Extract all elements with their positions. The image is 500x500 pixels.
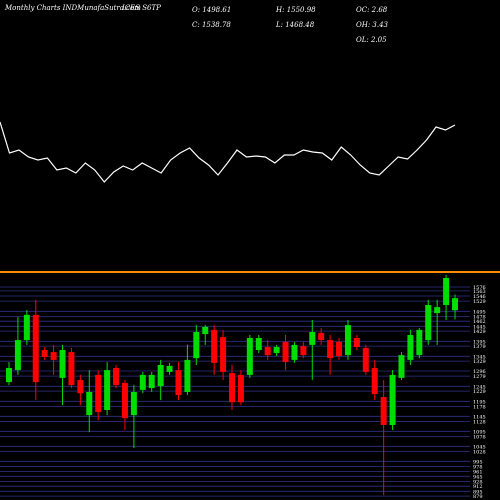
candle-body xyxy=(371,368,378,395)
candle-body xyxy=(237,374,244,403)
y-tick-label: 1563 xyxy=(473,289,486,295)
candle-body xyxy=(193,332,200,359)
y-tick-label: 1245 xyxy=(473,384,486,390)
candle-body xyxy=(344,325,351,356)
candle-body xyxy=(309,332,316,345)
y-tick-label: 1028 xyxy=(473,449,486,455)
y-tick-label: 928 xyxy=(473,479,483,485)
y-tick-label: 1145 xyxy=(473,414,486,420)
candle-body xyxy=(327,340,334,359)
y-tick-label: 879 xyxy=(473,494,483,500)
y-tick-label: 1195 xyxy=(473,399,486,405)
y-tick-label: 1546 xyxy=(473,294,486,300)
candle-body xyxy=(130,392,137,416)
y-tick-label: 1178 xyxy=(473,404,486,410)
y-tick-label: 1128 xyxy=(473,419,486,425)
candle-body xyxy=(255,338,262,350)
candle-body xyxy=(202,326,209,335)
candle-body xyxy=(380,397,387,425)
candle-body xyxy=(50,352,57,360)
ol-label: OL: 2.05 xyxy=(356,36,387,44)
candle-body xyxy=(148,374,155,389)
candle-body xyxy=(291,344,298,360)
candle-body xyxy=(362,347,369,372)
candle-body xyxy=(264,347,271,356)
y-tick-label: 1229 xyxy=(473,389,486,395)
candle-body xyxy=(86,392,93,416)
y-tick-label: 1045 xyxy=(473,444,486,450)
candle-body xyxy=(452,298,458,311)
symbol: ICES S6TP xyxy=(121,4,161,12)
indicator-line xyxy=(0,121,456,183)
y-tick-label: 1395 xyxy=(473,339,486,345)
candle-body xyxy=(139,374,146,390)
candle-body xyxy=(398,355,405,378)
candle-body xyxy=(6,368,12,383)
candle-body xyxy=(166,365,173,372)
site-title: Monthly Charts INDMunafaSutra.com xyxy=(4,4,141,12)
candle-body xyxy=(32,314,39,383)
candle-body xyxy=(14,340,21,371)
candle-body xyxy=(273,347,280,353)
candle-body xyxy=(246,338,253,375)
y-tick-label: 1279 xyxy=(473,374,486,380)
y-tick-label: 1095 xyxy=(473,429,486,435)
candle-body xyxy=(211,329,218,363)
oc-label: OC: 2.68 xyxy=(356,6,388,14)
candle-body xyxy=(175,370,182,395)
oh-label: OH: 3.43 xyxy=(356,21,389,29)
y-tick-label: 1445 xyxy=(473,324,486,330)
y-tick-label: 961 xyxy=(473,470,483,476)
y-tick-label: 978 xyxy=(473,464,483,470)
y-tick-label: 1379 xyxy=(473,344,486,350)
low-label: L: 1468.48 xyxy=(275,21,315,29)
candle-body xyxy=(157,365,164,386)
candle-body xyxy=(59,350,66,378)
candle-body xyxy=(184,359,191,392)
y-tick-label: 1345 xyxy=(473,354,486,360)
candle-body xyxy=(425,305,432,341)
y-tick-label: 1329 xyxy=(473,359,486,365)
y-tick-label: 1296 xyxy=(473,369,486,375)
candle-body xyxy=(407,335,414,360)
close-label: C: 1538.78 xyxy=(192,21,231,29)
candle-body xyxy=(434,307,441,314)
candle-body xyxy=(229,373,235,403)
y-tick-label: 912 xyxy=(473,484,483,490)
candle-body xyxy=(220,337,227,372)
high-label: H: 1550.98 xyxy=(275,6,316,14)
y-tick-label: 1576 xyxy=(473,285,486,291)
candle-body xyxy=(318,332,325,341)
candle-body xyxy=(113,368,120,386)
y-tick-label: 945 xyxy=(473,474,483,480)
candle-body xyxy=(121,383,128,419)
y-tick-label: 995 xyxy=(473,459,483,465)
candle-body xyxy=(41,350,48,357)
candle-body xyxy=(443,278,450,305)
candle-body xyxy=(104,370,111,410)
candle-body xyxy=(282,341,289,362)
candle-body xyxy=(23,314,30,341)
candle-body xyxy=(68,352,75,386)
candle-body xyxy=(300,346,307,356)
y-tick-label: 1478 xyxy=(473,314,486,320)
candle-body xyxy=(336,341,343,356)
candle-body xyxy=(416,329,423,356)
y-tick-label: 1495 xyxy=(473,309,486,315)
y-tick-label: 1078 xyxy=(473,434,486,440)
candle-body xyxy=(77,380,84,394)
y-tick-label: 1462 xyxy=(473,319,486,325)
y-tick-label: 1429 xyxy=(473,329,486,335)
candle-body xyxy=(95,374,102,413)
candle-body xyxy=(389,374,396,425)
open-label: O: 1498.61 xyxy=(192,6,231,14)
candle-body xyxy=(353,338,360,347)
y-tick-label: 895 xyxy=(473,489,483,495)
y-tick-label: 1529 xyxy=(473,299,486,305)
